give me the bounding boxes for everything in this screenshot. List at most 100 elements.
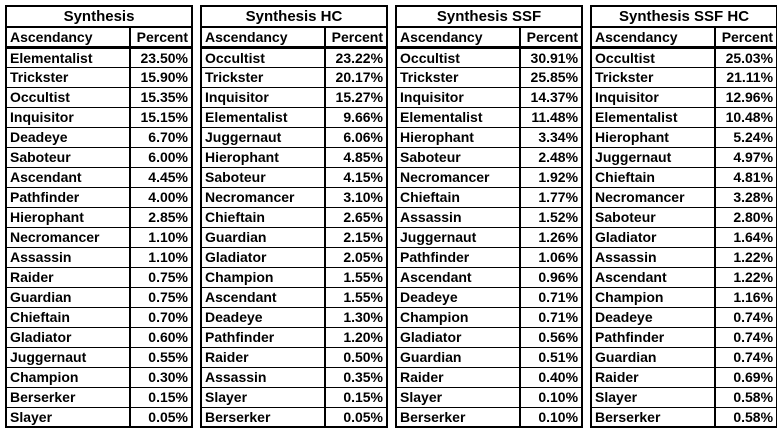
column-header-percent: Percent [715, 27, 777, 49]
percent-cell: 0.60% [130, 326, 192, 347]
table-row: Assassin 1.22% [591, 246, 777, 267]
table-row: Juggernaut 1.26% [396, 226, 583, 247]
table-row: Occultist 15.35% [6, 86, 192, 107]
percent-cell: 3.28% [715, 186, 777, 207]
ascendancy-cell: Pathfinder [396, 246, 522, 267]
percent-cell: 15.90% [130, 66, 192, 87]
ascendancy-cell: Deadeye [6, 126, 131, 147]
percent-cell: 23.22% [335, 49, 384, 66]
percent-cell: 4.85% [325, 146, 388, 167]
ascendancy-cell: Guardian [6, 286, 131, 307]
table-body: Occultist 23.22% Trickster 20.17% Inquisitor… [201, 47, 388, 427]
column-header-ascendancy: Ascendancy [6, 27, 131, 49]
table-row: Hierophant 3.34% [396, 126, 583, 147]
table-row: Champion 1.55% [201, 266, 388, 287]
percent-cell: 1.55% [325, 286, 388, 307]
percent-cell: 11.48% [520, 106, 583, 127]
ascendancy-cell: Gladiator [201, 246, 326, 267]
ascendancy-cell: Ascendant [201, 286, 326, 307]
table-row: Berserker 0.58% [591, 406, 777, 427]
table-row: Saboteur 2.80% [591, 206, 777, 227]
table-row: Guardian 2.15% [201, 226, 388, 247]
ascendancy-cell: Elementalist [396, 106, 522, 127]
percent-cell: 0.05% [325, 406, 388, 427]
ascendancy-cell: Elementalist [201, 106, 326, 127]
ascendancy-cell: Occultist [6, 86, 131, 107]
table-row: Gladiator 2.05% [201, 246, 388, 267]
percent-cell: 1.55% [325, 266, 388, 287]
table-header-row: Ascendancy Percent [6, 27, 192, 49]
ascendancy-cell: Saboteur [201, 166, 326, 187]
percent-cell: 2.80% [715, 206, 777, 227]
table-row: Champion 0.30% [6, 366, 192, 387]
percent-cell: 2.48% [520, 146, 583, 167]
percent-cell: 1.26% [520, 226, 583, 247]
table-row: Guardian 0.51% [396, 346, 583, 367]
ascendancy-cell: Chieftain [201, 206, 326, 227]
table-title-row: Synthesis [6, 6, 192, 28]
percent-cell: 0.40% [520, 366, 583, 387]
ascendancy-cell: Assassin [591, 246, 717, 267]
ascendancy-cell: Trickster [396, 66, 522, 87]
ascendancy-cell: Champion [6, 366, 131, 387]
table-row: Occultist 23.22% [201, 47, 387, 67]
ascendancy-cell: Trickster [6, 66, 131, 87]
ascendancy-cell: Juggernaut [396, 226, 522, 247]
table-row: Slayer 0.10% [396, 386, 583, 407]
ascendancy-cell: Elementalist [591, 106, 717, 127]
ascendancy-cell: Necromancer [201, 186, 326, 207]
ascendancy-cell: Pathfinder [6, 186, 131, 207]
ascendancy-cell: Chieftain [591, 166, 717, 187]
table-row: Trickster 15.90% [6, 66, 192, 87]
table-row: Ascendant 4.45% [6, 166, 192, 187]
percent-cell: 0.51% [520, 346, 583, 367]
ascendancy-cell: Juggernaut [6, 346, 131, 367]
table-row: Deadeye 1.30% [201, 306, 388, 327]
ascendancy-cell: Juggernaut [591, 146, 717, 167]
table-row: Raider 0.69% [591, 366, 777, 387]
table-row: Champion 1.16% [591, 286, 777, 307]
ascendancy-cell: Hierophant [396, 126, 522, 147]
table-title: Synthesis [6, 6, 192, 28]
ascendancy-cell: Trickster [201, 66, 326, 87]
percent-cell: 9.66% [325, 106, 388, 127]
percent-cell: 0.58% [715, 386, 777, 407]
table-row: Saboteur 2.48% [396, 146, 583, 167]
ascendancy-cell: Raider [591, 366, 717, 387]
table-header-row: Ascendancy Percent [396, 27, 583, 49]
table-row: Gladiator 1.64% [591, 226, 777, 247]
table-row: Champion 0.71% [396, 306, 583, 327]
ascendancy-cell: Occultist [591, 47, 717, 67]
table-row: Elementalist 9.66% [201, 106, 388, 127]
table-row: Guardian 0.75% [6, 286, 192, 307]
percent-cell: 15.27% [325, 86, 388, 107]
ascendancy-cell: Berserker [591, 406, 717, 427]
ascendancy-cell: Saboteur [396, 146, 522, 167]
ascendancy-cell: Champion [201, 266, 326, 287]
ascendancy-cell: Berserker [6, 386, 131, 407]
table-title-row: Synthesis HC [201, 6, 388, 28]
table-row: Juggernaut 6.06% [201, 126, 388, 147]
ascendancy-cell: Slayer [396, 386, 522, 407]
table-row: Necromancer 1.10% [6, 226, 192, 247]
ascendancy-cell: Gladiator [591, 226, 717, 247]
table-row: Berserker 0.05% [201, 406, 388, 427]
percent-cell: 12.96% [715, 86, 777, 107]
table-synthesis: Synthesis Ascendancy Percent Elementalis… [5, 5, 193, 428]
percent-cell: 5.24% [715, 126, 777, 147]
ascendancy-cell: Berserker [396, 406, 522, 427]
table-row: Ascendant 1.55% [201, 286, 388, 307]
percent-cell: 14.37% [520, 86, 583, 107]
percent-cell: 0.71% [520, 286, 583, 307]
percent-cell: 15.35% [130, 86, 192, 107]
percent-cell: 1.77% [520, 186, 583, 207]
percent-cell: 2.05% [325, 246, 388, 267]
ascendancy-cell: Pathfinder [591, 326, 717, 347]
percent-cell: 25.85% [520, 66, 583, 87]
ascendancy-cell: Pathfinder [201, 326, 326, 347]
percent-cell: 0.69% [715, 366, 777, 387]
percent-cell: 0.75% [130, 286, 192, 307]
table-row: Inquisitor 15.15% [6, 106, 192, 127]
percent-cell: 1.10% [130, 246, 192, 267]
